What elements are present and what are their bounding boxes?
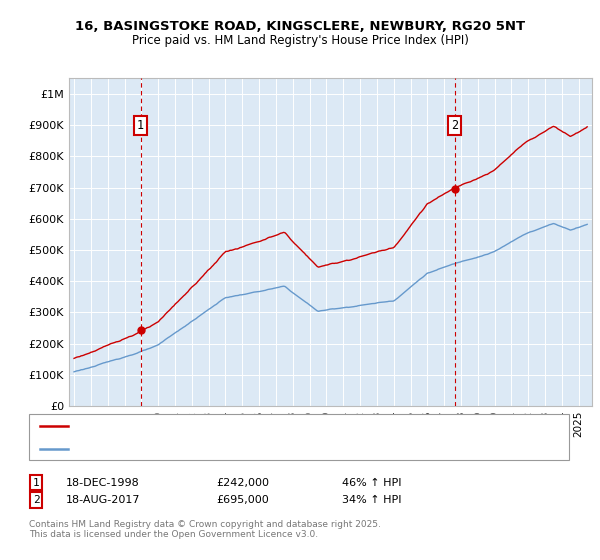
Text: £242,000: £242,000 — [216, 478, 269, 488]
Text: 1: 1 — [137, 119, 144, 132]
Text: 18-DEC-1998: 18-DEC-1998 — [66, 478, 140, 488]
Text: 16, BASINGSTOKE ROAD, KINGSCLERE, NEWBURY, RG20 5NT: 16, BASINGSTOKE ROAD, KINGSCLERE, NEWBUR… — [75, 20, 525, 32]
Text: 1: 1 — [32, 478, 40, 488]
Text: 46% ↑ HPI: 46% ↑ HPI — [342, 478, 401, 488]
Text: HPI: Average price, detached house, Basingstoke and Deane: HPI: Average price, detached house, Basi… — [74, 444, 390, 454]
Text: Contains HM Land Registry data © Crown copyright and database right 2025.
This d: Contains HM Land Registry data © Crown c… — [29, 520, 380, 539]
Text: 2: 2 — [32, 495, 40, 505]
Text: £695,000: £695,000 — [216, 495, 269, 505]
Text: Price paid vs. HM Land Registry's House Price Index (HPI): Price paid vs. HM Land Registry's House … — [131, 34, 469, 46]
Text: 18-AUG-2017: 18-AUG-2017 — [66, 495, 140, 505]
Text: 34% ↑ HPI: 34% ↑ HPI — [342, 495, 401, 505]
Text: 2: 2 — [451, 119, 458, 132]
Text: 16, BASINGSTOKE ROAD, KINGSCLERE, NEWBURY, RG20 5NT (detached house): 16, BASINGSTOKE ROAD, KINGSCLERE, NEWBUR… — [74, 421, 486, 431]
